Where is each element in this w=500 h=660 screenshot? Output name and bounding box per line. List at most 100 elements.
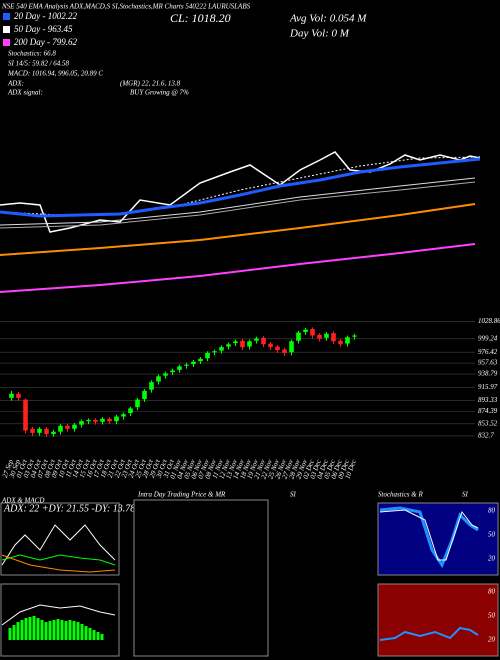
candle-body — [184, 364, 189, 366]
candle-body — [170, 370, 175, 373]
candle-body — [198, 358, 203, 362]
candle-body — [156, 376, 161, 382]
y-tick-label: 832.7 — [478, 432, 494, 440]
level-label: 80 — [488, 507, 496, 515]
candle-body — [72, 424, 77, 429]
candle-body — [58, 425, 63, 432]
candle-body — [247, 341, 252, 347]
si: SI 14/5: 59.82 / 64.58 — [8, 60, 70, 68]
close: CL: 1018.20 — [170, 11, 231, 25]
candle-body — [163, 373, 168, 376]
panel-title: Stochastics & R — [378, 491, 423, 499]
candle-body — [79, 421, 84, 425]
ma50-line — [0, 177, 476, 226]
ma-line — [0, 181, 476, 229]
adx-signal: ADX signal: — [7, 89, 43, 97]
candle-body — [282, 349, 287, 353]
candle-body — [100, 418, 105, 422]
y-tick-label: 999.24 — [478, 334, 498, 342]
ma50: 50 Day - 963.45 — [14, 24, 73, 34]
candle-body — [135, 399, 140, 408]
y-tick-label: 893.33 — [478, 396, 498, 404]
candle-body — [191, 361, 196, 365]
candle-body — [289, 341, 294, 353]
panel-title: Intra Day Trading Price & MR — [137, 491, 226, 499]
level-label: 50 — [488, 531, 496, 539]
stoch-line — [379, 509, 479, 561]
y-tick-label: 957.63 — [478, 359, 498, 367]
day-vol: Day Vol: 0 M — [289, 28, 350, 40]
stoch-panel — [377, 502, 499, 576]
candle-body — [37, 428, 42, 433]
candle-body — [331, 333, 336, 342]
macd-hist — [8, 616, 104, 640]
candle-body — [30, 428, 35, 433]
candle-body — [51, 431, 56, 435]
candle-body — [205, 352, 210, 359]
candle-body — [149, 382, 154, 390]
candle-body — [142, 390, 147, 400]
y-tick-label: 938.79 — [478, 370, 498, 378]
candle-body — [240, 340, 245, 348]
candle-body — [23, 399, 28, 431]
si-line — [379, 626, 479, 641]
adx-text: ADX: 22 +DY: 21.55 -DY: 13.78 — [3, 503, 135, 514]
level-label: 20 — [488, 555, 496, 563]
ma20: 20 Day - 1002.22 — [14, 11, 77, 21]
candle-body — [177, 366, 182, 370]
candle-body — [275, 346, 280, 351]
candle-body — [352, 335, 357, 337]
candle-body — [128, 408, 133, 414]
candle-body — [317, 334, 322, 339]
adx-vals: (MGR) 22, 21.6, 13.8 — [120, 80, 181, 88]
y-tick-label: 976.42 — [478, 348, 498, 356]
candle-body — [324, 333, 329, 338]
candle-body — [261, 337, 266, 345]
candle-body — [93, 420, 98, 422]
level-label: 50 — [488, 612, 496, 620]
candle-body — [233, 341, 238, 344]
macd: MACD: 1016.94, 996.05, 20.89 C — [7, 70, 103, 78]
panel-title: SI — [290, 491, 297, 499]
macd-panel — [0, 583, 120, 657]
candle-body — [16, 393, 21, 398]
candle-body — [338, 340, 343, 345]
dy-line — [1, 554, 116, 566]
candle-body — [226, 344, 231, 347]
candle-body — [296, 332, 301, 341]
avg-vol: Avg Vol: 0.054 M — [289, 13, 367, 25]
panel-title: ADX & MACD — [1, 497, 44, 505]
candle-body — [303, 329, 308, 332]
legend-swatch — [3, 13, 10, 20]
adx-line — [1, 524, 116, 566]
level-label: 20 — [488, 636, 496, 644]
dy-line — [1, 554, 116, 573]
candle-body — [44, 428, 49, 435]
stoch: Stochastics: 66.8 — [8, 50, 56, 58]
y-tick-label: 874.39 — [478, 407, 498, 415]
panel-title: SI — [462, 491, 469, 499]
ma100-line — [0, 203, 476, 256]
legend-swatch — [3, 26, 10, 33]
candle-body — [9, 393, 14, 398]
candle-body — [121, 414, 126, 417]
ma200-line — [0, 243, 476, 293]
candle-body — [107, 418, 112, 422]
y-tick-label: 915.97 — [478, 383, 498, 391]
ma20-line — [0, 157, 481, 218]
price-line — [0, 151, 481, 233]
candle-body — [86, 420, 91, 422]
candle-body — [114, 416, 119, 422]
ma200: 200 Day - 799.62 — [14, 37, 77, 47]
y-tick-label: 853.52 — [478, 419, 498, 427]
candle-body — [345, 337, 350, 344]
legend-swatch — [3, 39, 10, 46]
candle-body — [212, 351, 217, 353]
macd-line — [1, 604, 116, 626]
candle-body — [219, 347, 224, 351]
header-title: NSE 540 EMA Analysis ADX,MACD,S SI,Stoch… — [1, 3, 251, 11]
adx: ADX: — [7, 80, 24, 88]
candle-body — [254, 338, 259, 341]
